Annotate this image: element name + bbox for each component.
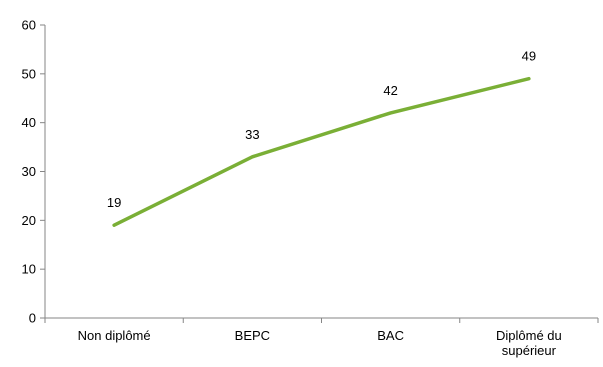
x-category-label: Diplômé du supérieur (496, 328, 562, 358)
data-label: 42 (383, 83, 397, 98)
y-tick-label: 50 (22, 66, 36, 81)
data-label: 33 (245, 127, 259, 142)
x-categories: Non diplômé BEPC BAC Diplômé du supérieur (44, 318, 599, 358)
x-category-label: BAC (377, 328, 404, 343)
data-label: 19 (107, 195, 121, 210)
series-group (112, 76, 531, 227)
y-tick-label: 60 (22, 18, 36, 33)
y-ticks: 0 10 20 30 40 50 60 (22, 18, 45, 326)
y-tick-label: 40 (22, 115, 36, 130)
y-tick-label: 0 (29, 311, 36, 326)
axes (44, 25, 598, 319)
y-tick-label: 30 (22, 164, 36, 179)
data-label: 49 (522, 49, 536, 64)
x-category-label: Non diplômé (78, 328, 151, 343)
x-category-label: BEPC (235, 328, 270, 343)
y-tick-label: 20 (22, 213, 36, 228)
data-labels: 19 33 42 49 (107, 49, 536, 210)
y-tick-label: 10 (22, 262, 36, 277)
series-line (112, 76, 531, 227)
